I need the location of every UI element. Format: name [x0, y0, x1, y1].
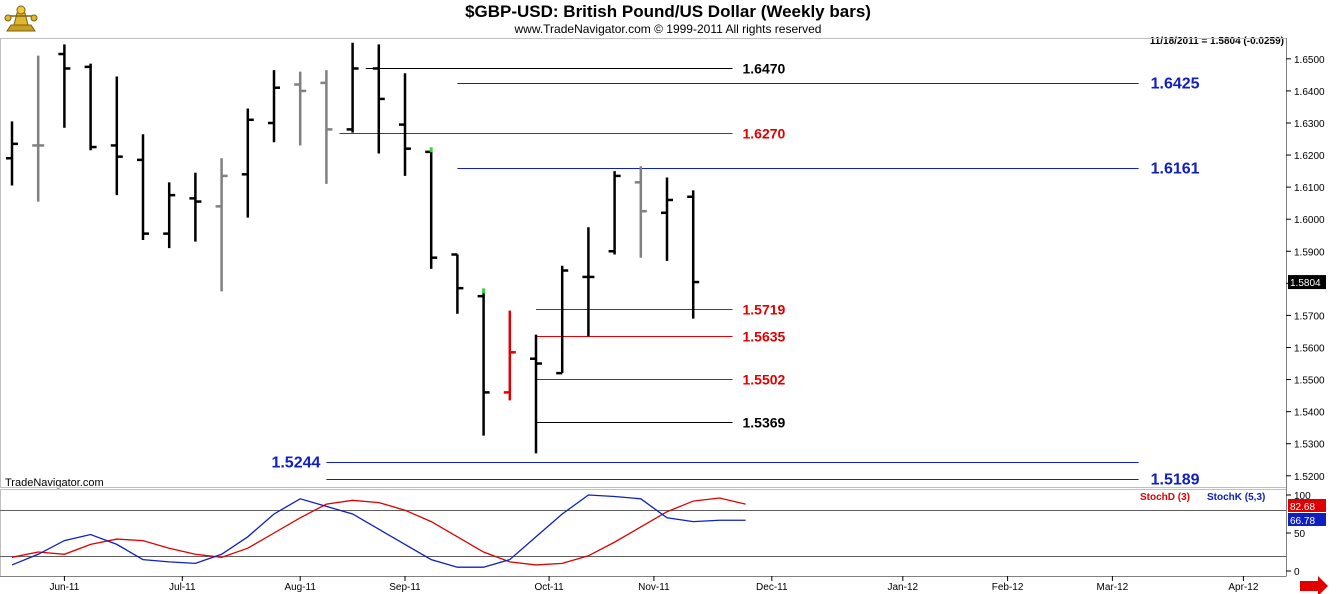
ohlc-bar	[84, 63, 97, 151]
y-tick-label: 1.6400	[1294, 87, 1325, 98]
ohlc-bar	[163, 182, 176, 249]
chart-subtitle: www.TradeNavigator.com © 1999-2011 All r…	[514, 22, 822, 36]
stoch-value-box	[1288, 499, 1326, 512]
scroll-right-arrow-icon[interactable]	[1300, 576, 1328, 594]
legend-stochk: StochK (5,3)	[1207, 492, 1266, 503]
stochd-line	[11, 497, 746, 566]
y-tick-label: 1.6100	[1294, 183, 1325, 194]
legend-stochd: StochD (3)	[1140, 492, 1190, 503]
last-price-label: 1.5804	[1290, 278, 1321, 289]
last-close-info: 11/18/2011 = 1.5804 (-0.0259)	[1149, 36, 1284, 47]
level-label: 1.6425	[1151, 76, 1200, 93]
ohlc-bar	[399, 73, 411, 176]
y-tick-label: 1.5700	[1294, 311, 1325, 322]
ohlc-bar	[661, 177, 673, 261]
level-label: 1.5635	[743, 329, 786, 345]
ohlc-bar	[32, 55, 45, 202]
ohlc-bar	[215, 158, 228, 292]
stoch-y-tick-label: 0	[1294, 567, 1300, 578]
ohlc-bar	[477, 292, 490, 436]
y-tick-label: 1.6500	[1294, 55, 1325, 66]
ohlc-bar	[189, 172, 202, 242]
ohlc-bar	[268, 70, 280, 143]
x-tick-label: Dec-11	[756, 582, 788, 593]
y-tick-label: 1.5600	[1294, 343, 1325, 354]
ohlc-bar	[608, 171, 621, 255]
ohlc-bar	[58, 44, 71, 128]
x-tick-label: Nov-11	[638, 582, 670, 593]
ohlc-bar	[503, 310, 516, 401]
level-label: 1.5369	[743, 415, 786, 431]
y-tick-label: 1.5400	[1294, 408, 1325, 419]
stoch-value-label: 82.68	[1290, 502, 1315, 513]
x-tick-label: Apr-12	[1228, 582, 1258, 593]
ohlc-bar	[687, 190, 700, 319]
stochk-line	[11, 494, 746, 568]
ohlc-bar	[451, 253, 464, 314]
level-label: 1.5502	[743, 372, 786, 388]
ohlc-bar	[320, 70, 333, 184]
ohlc-bar	[346, 42, 359, 133]
price-panel-frame	[0, 38, 1287, 488]
stoch-value-label: 66.78	[1290, 516, 1315, 527]
level-label: 1.5189	[1151, 472, 1200, 489]
last-price-box	[1288, 275, 1326, 290]
y-tick-label: 1.5500	[1294, 376, 1325, 387]
x-tick-label: Oct-11	[534, 582, 564, 593]
ohlc-bar	[294, 71, 307, 146]
y-tick-label: 1.5900	[1294, 247, 1325, 258]
level-label: 1.6470	[743, 61, 786, 77]
ohlc-bar	[372, 44, 385, 154]
level-label: 1.6270	[743, 126, 786, 142]
ohlc-bar	[530, 334, 542, 454]
x-tick-label: Sep-11	[389, 582, 421, 593]
y-tick-label: 1.5200	[1294, 472, 1325, 483]
x-tick-label: Feb-12	[992, 582, 1024, 593]
signal-marker	[482, 288, 486, 294]
y-tick-label: 1.6000	[1294, 215, 1325, 226]
ohlc-bar	[6, 121, 18, 186]
level-label: 1.5244	[271, 455, 320, 472]
stoch-y-tick-label: 100	[1294, 491, 1311, 502]
signal-marker	[429, 147, 433, 153]
x-tick-label: Jan-12	[888, 582, 919, 593]
y-tick-label: 1.5300	[1294, 440, 1325, 451]
level-label: 1.5719	[743, 302, 786, 318]
stoch-value-box	[1288, 513, 1326, 526]
x-tick-label: Aug-11	[284, 582, 316, 593]
y-tick-label: 1.6300	[1294, 119, 1325, 130]
ohlc-bar	[137, 134, 149, 241]
chart-title: $GBP-USD: British Pound/US Dollar (Weekl…	[465, 2, 871, 21]
y-tick-label: 1.6200	[1294, 151, 1325, 162]
brand-label: TradeNavigator.com	[5, 477, 104, 489]
x-tick-label: Jul-11	[169, 582, 196, 593]
ohlc-bar	[634, 166, 647, 258]
ohlc-bar	[110, 76, 123, 196]
ohlc-bar	[425, 150, 438, 269]
level-label: 1.6161	[1151, 161, 1200, 178]
ohlc-bar	[241, 108, 254, 218]
stoch-y-tick-label: 50	[1294, 529, 1306, 540]
tradenavigator-logo-icon	[4, 4, 38, 34]
x-tick-label: Jun-11	[49, 582, 79, 593]
ohlc-bar	[582, 227, 595, 337]
ohlc-bar	[556, 265, 569, 375]
x-tick-label: Mar-12	[1097, 582, 1129, 593]
